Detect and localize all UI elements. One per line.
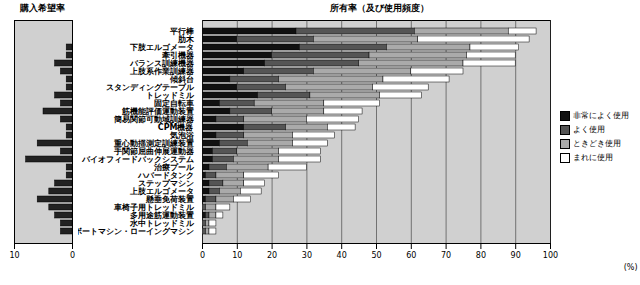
svg-text:牽引機器: 牽引機器	[161, 51, 194, 61]
svg-text:下肢エルゴメータ: 下肢エルゴメータ	[129, 43, 194, 53]
svg-text:バイオフィードバックシステム: バイオフィードバックシステム	[81, 155, 194, 165]
svg-text:CPM機器: CPM機器	[157, 123, 194, 133]
svg-text:90: 90	[511, 251, 521, 260]
html-text:よく使用: よく使用	[573, 125, 605, 134]
svg-text:トレッドミル: トレッドミル	[145, 91, 194, 101]
svg-text:手関節屈曲伸展運動器: 手関節屈曲伸展運動器	[113, 147, 194, 157]
svg-text:肋木: 肋木	[177, 35, 194, 45]
svg-text:70: 70	[441, 251, 451, 260]
svg-text:ハバードタンク: ハバードタンク	[137, 171, 194, 181]
svg-text:バランス訓練機器: バランス訓練機器	[129, 59, 194, 69]
svg-text:(%): (%)	[624, 263, 638, 272]
svg-text:多用途筋運動装置: 多用途筋運動装置	[129, 211, 194, 221]
svg-text:気泡浴: 気泡浴	[169, 131, 194, 141]
svg-text:50: 50	[371, 251, 381, 260]
svg-text:スタンディングテーブル: スタンディングテーブル	[105, 83, 194, 93]
svg-text:固定自転車: 固定自転車	[153, 99, 194, 109]
svg-text:30: 30	[302, 251, 312, 260]
svg-text:重心動揺測定訓練装置: 重心動揺測定訓練装置	[113, 139, 194, 149]
svg-text:筋機能評価運動装置: 筋機能評価運動装置	[121, 107, 194, 117]
svg-text:懸垂免荷装置: 懸垂免荷装置	[145, 195, 194, 205]
html-text:購入希望率: 購入希望率	[20, 3, 65, 13]
svg-text:傾斜台: 傾斜台	[169, 75, 194, 85]
html-text:ときどき使用: ときどき使用	[573, 139, 621, 148]
svg-text:60: 60	[406, 251, 416, 260]
svg-text:10: 10	[9, 251, 19, 260]
svg-text:上肢系作業訓練器: 上肢系作業訓練器	[129, 67, 194, 77]
html-text:まれに使用: まれに使用	[573, 153, 613, 162]
svg-text:20: 20	[267, 251, 277, 260]
svg-text:10: 10	[232, 251, 242, 260]
svg-text:ボートマシン・ローイングマシン: ボートマシン・ローイングマシン	[78, 227, 194, 236]
html-text:所有率（及び使用頻度）: 所有率（及び使用頻度）	[330, 3, 429, 13]
svg-text:上肢エルゴメータ: 上肢エルゴメータ	[129, 187, 194, 197]
svg-text:車椅子用トレッドミル: 車椅子用トレッドミル	[113, 203, 194, 213]
svg-text:治療プール: 治療プール	[153, 163, 194, 173]
svg-text:0: 0	[200, 251, 205, 260]
svg-text:0: 0	[70, 251, 75, 260]
svg-text:80: 80	[476, 251, 486, 260]
svg-text:40: 40	[337, 251, 347, 260]
svg-text:100: 100	[543, 251, 558, 260]
svg-text:簡易関節可動域訓練器: 簡易関節可動域訓練器	[113, 115, 194, 125]
svg-text:平行棒: 平行棒	[169, 27, 194, 37]
html-text:非常によく使用: 非常によく使用	[573, 111, 629, 120]
svg-text:ステップマシン: ステップマシン	[137, 179, 194, 189]
svg-text:水中トレッドミル: 水中トレッドミル	[129, 219, 194, 229]
